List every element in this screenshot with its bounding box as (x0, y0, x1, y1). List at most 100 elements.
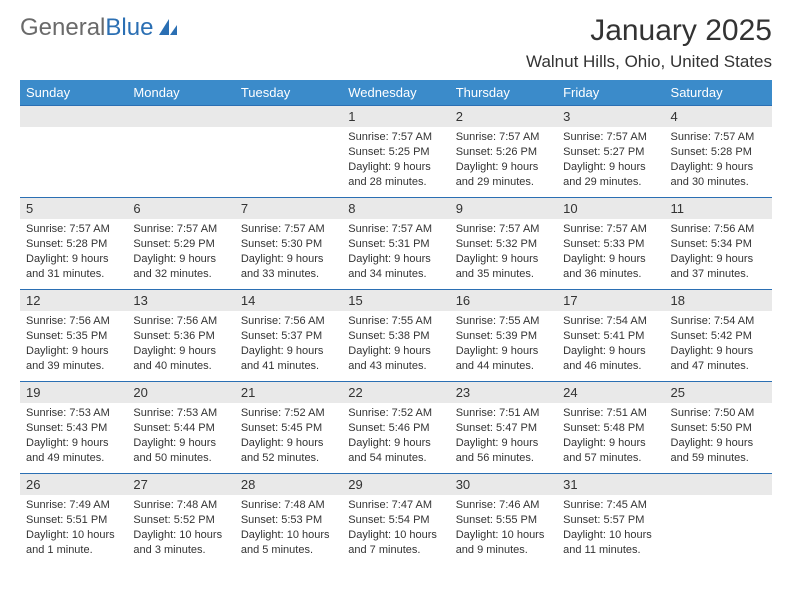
calendar-day-cell: 11Sunrise: 7:56 AMSunset: 5:34 PMDayligh… (665, 197, 772, 289)
sunrise-text: Sunrise: 7:51 AM (456, 406, 551, 421)
calendar-day-cell: 2Sunrise: 7:57 AMSunset: 5:26 PMDaylight… (450, 105, 557, 197)
sunset-text: Sunset: 5:52 PM (133, 513, 228, 528)
day-number: 7 (235, 197, 342, 219)
sunset-text: Sunset: 5:45 PM (241, 421, 336, 436)
daylight-text-2: and 29 minutes. (456, 175, 551, 190)
sunrise-text: Sunrise: 7:50 AM (671, 406, 766, 421)
weekday-header: Wednesday (342, 80, 449, 105)
daylight-text-1: Daylight: 9 hours (133, 344, 228, 359)
daylight-text-1: Daylight: 9 hours (26, 436, 121, 451)
calendar-day-cell: 16Sunrise: 7:55 AMSunset: 5:39 PMDayligh… (450, 289, 557, 381)
sunset-text: Sunset: 5:32 PM (456, 237, 551, 252)
day-number: 15 (342, 289, 449, 311)
calendar-day-cell: 9Sunrise: 7:57 AMSunset: 5:32 PMDaylight… (450, 197, 557, 289)
daylight-text-2: and 28 minutes. (348, 175, 443, 190)
daylight-text-1: Daylight: 9 hours (241, 344, 336, 359)
day-data (20, 127, 127, 133)
sunrise-text: Sunrise: 7:57 AM (671, 130, 766, 145)
logo-sail-icon (157, 17, 179, 39)
sunset-text: Sunset: 5:34 PM (671, 237, 766, 252)
day-number: 28 (235, 473, 342, 495)
sunrise-text: Sunrise: 7:52 AM (348, 406, 443, 421)
daylight-text-1: Daylight: 10 hours (456, 528, 551, 543)
day-data: Sunrise: 7:56 AMSunset: 5:35 PMDaylight:… (20, 311, 127, 376)
day-data: Sunrise: 7:55 AMSunset: 5:38 PMDaylight:… (342, 311, 449, 376)
sunrise-text: Sunrise: 7:54 AM (563, 314, 658, 329)
daylight-text-2: and 7 minutes. (348, 543, 443, 558)
daylight-text-2: and 59 minutes. (671, 451, 766, 466)
calendar-day-cell: 29Sunrise: 7:47 AMSunset: 5:54 PMDayligh… (342, 473, 449, 565)
day-number: 13 (127, 289, 234, 311)
calendar-day-cell: 26Sunrise: 7:49 AMSunset: 5:51 PMDayligh… (20, 473, 127, 565)
daylight-text-1: Daylight: 9 hours (348, 160, 443, 175)
day-data: Sunrise: 7:57 AMSunset: 5:25 PMDaylight:… (342, 127, 449, 192)
day-data: Sunrise: 7:57 AMSunset: 5:31 PMDaylight:… (342, 219, 449, 284)
day-number: 31 (557, 473, 664, 495)
sunrise-text: Sunrise: 7:56 AM (241, 314, 336, 329)
calendar-day-cell: 1Sunrise: 7:57 AMSunset: 5:25 PMDaylight… (342, 105, 449, 197)
day-number: 6 (127, 197, 234, 219)
logo: GeneralBlue (20, 14, 179, 42)
sunset-text: Sunset: 5:26 PM (456, 145, 551, 160)
day-number: 12 (20, 289, 127, 311)
daylight-text-1: Daylight: 9 hours (671, 344, 766, 359)
day-number: 3 (557, 105, 664, 127)
daylight-text-2: and 11 minutes. (563, 543, 658, 558)
sunset-text: Sunset: 5:36 PM (133, 329, 228, 344)
sunset-text: Sunset: 5:46 PM (348, 421, 443, 436)
day-data: Sunrise: 7:46 AMSunset: 5:55 PMDaylight:… (450, 495, 557, 560)
daylight-text-1: Daylight: 10 hours (241, 528, 336, 543)
day-number: 14 (235, 289, 342, 311)
daylight-text-2: and 32 minutes. (133, 267, 228, 282)
sunrise-text: Sunrise: 7:51 AM (563, 406, 658, 421)
day-number: 10 (557, 197, 664, 219)
day-data: Sunrise: 7:54 AMSunset: 5:42 PMDaylight:… (665, 311, 772, 376)
day-data: Sunrise: 7:51 AMSunset: 5:47 PMDaylight:… (450, 403, 557, 468)
sunrise-text: Sunrise: 7:57 AM (456, 222, 551, 237)
day-data: Sunrise: 7:56 AMSunset: 5:36 PMDaylight:… (127, 311, 234, 376)
weekday-header: Sunday (20, 80, 127, 105)
daylight-text-2: and 54 minutes. (348, 451, 443, 466)
calendar-day-cell: 12Sunrise: 7:56 AMSunset: 5:35 PMDayligh… (20, 289, 127, 381)
calendar-day-cell: 5Sunrise: 7:57 AMSunset: 5:28 PMDaylight… (20, 197, 127, 289)
sunrise-text: Sunrise: 7:57 AM (348, 222, 443, 237)
daylight-text-1: Daylight: 9 hours (26, 252, 121, 267)
calendar-day-cell: 23Sunrise: 7:51 AMSunset: 5:47 PMDayligh… (450, 381, 557, 473)
daylight-text-2: and 9 minutes. (456, 543, 551, 558)
daylight-text-1: Daylight: 9 hours (348, 344, 443, 359)
sunset-text: Sunset: 5:55 PM (456, 513, 551, 528)
daylight-text-1: Daylight: 9 hours (133, 436, 228, 451)
day-number (20, 105, 127, 127)
sunrise-text: Sunrise: 7:53 AM (26, 406, 121, 421)
daylight-text-2: and 37 minutes. (671, 267, 766, 282)
sunset-text: Sunset: 5:37 PM (241, 329, 336, 344)
day-data: Sunrise: 7:57 AMSunset: 5:28 PMDaylight:… (20, 219, 127, 284)
location: Walnut Hills, Ohio, United States (526, 52, 772, 72)
daylight-text-2: and 36 minutes. (563, 267, 658, 282)
sunset-text: Sunset: 5:27 PM (563, 145, 658, 160)
calendar-week-row: 19Sunrise: 7:53 AMSunset: 5:43 PMDayligh… (20, 381, 772, 473)
daylight-text-1: Daylight: 9 hours (671, 252, 766, 267)
day-number (665, 473, 772, 495)
sunset-text: Sunset: 5:38 PM (348, 329, 443, 344)
daylight-text-1: Daylight: 9 hours (241, 436, 336, 451)
calendar-week-row: 5Sunrise: 7:57 AMSunset: 5:28 PMDaylight… (20, 197, 772, 289)
sunrise-text: Sunrise: 7:57 AM (241, 222, 336, 237)
sunset-text: Sunset: 5:41 PM (563, 329, 658, 344)
logo-text-general: General (20, 14, 105, 42)
weekday-header: Tuesday (235, 80, 342, 105)
daylight-text-2: and 56 minutes. (456, 451, 551, 466)
daylight-text-1: Daylight: 10 hours (563, 528, 658, 543)
sunset-text: Sunset: 5:51 PM (26, 513, 121, 528)
calendar-day-cell: 6Sunrise: 7:57 AMSunset: 5:29 PMDaylight… (127, 197, 234, 289)
calendar-day-cell: 19Sunrise: 7:53 AMSunset: 5:43 PMDayligh… (20, 381, 127, 473)
sunrise-text: Sunrise: 7:57 AM (456, 130, 551, 145)
day-number: 25 (665, 381, 772, 403)
day-data: Sunrise: 7:57 AMSunset: 5:30 PMDaylight:… (235, 219, 342, 284)
day-number (127, 105, 234, 127)
calendar-day-cell: 3Sunrise: 7:57 AMSunset: 5:27 PMDaylight… (557, 105, 664, 197)
day-data: Sunrise: 7:54 AMSunset: 5:41 PMDaylight:… (557, 311, 664, 376)
sunset-text: Sunset: 5:39 PM (456, 329, 551, 344)
sunrise-text: Sunrise: 7:57 AM (563, 222, 658, 237)
day-number (235, 105, 342, 127)
